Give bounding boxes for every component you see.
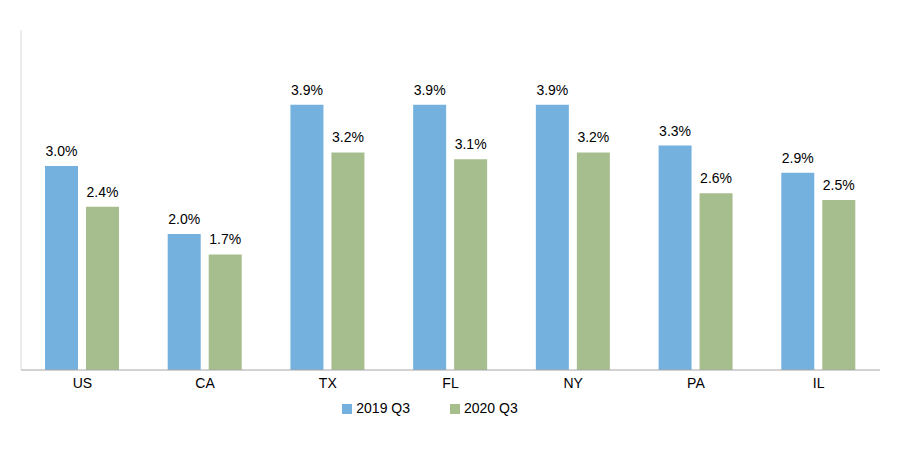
html-text:2020 Q3: 2020 Q3 [464, 400, 518, 416]
svg-text:3.2%: 3.2% [577, 129, 609, 145]
svg-text:3.1%: 3.1% [455, 136, 487, 152]
svg-text:2.0%: 2.0% [168, 211, 200, 227]
svg-text:2.4%: 2.4% [87, 184, 119, 200]
svg-text:PA: PA [687, 375, 705, 391]
svg-text:2.5%: 2.5% [823, 177, 855, 193]
svg-text:IL: IL [813, 375, 825, 391]
svg-text:FL: FL [442, 375, 459, 391]
svg-text:TX: TX [319, 375, 338, 391]
svg-text:1.7%: 1.7% [209, 231, 241, 247]
svg-text:2.6%: 2.6% [700, 170, 732, 186]
svg-text:2.9%: 2.9% [782, 150, 814, 166]
svg-text:3.9%: 3.9% [414, 82, 446, 98]
svg-text:3.9%: 3.9% [291, 82, 323, 98]
svg-text:US: US [73, 375, 92, 391]
html-text:2019 Q3: 2019 Q3 [356, 400, 410, 416]
svg-text:3.2%: 3.2% [332, 129, 364, 145]
svg-text:CA: CA [195, 375, 215, 391]
svg-text:3.3%: 3.3% [659, 123, 691, 139]
svg-text:3.9%: 3.9% [536, 82, 568, 98]
svg-text:NY: NY [563, 375, 583, 391]
svg-text:3.0%: 3.0% [46, 143, 78, 159]
